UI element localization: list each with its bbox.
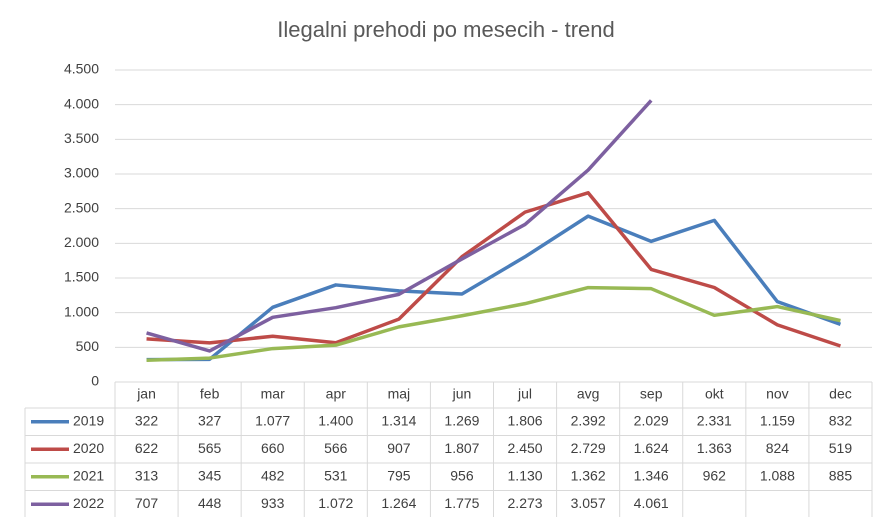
table-cell: 1.264	[381, 495, 416, 511]
x-tick-label: maj	[388, 386, 411, 402]
table-cell: 1.400	[318, 412, 353, 428]
x-tick-label: okt	[705, 386, 724, 402]
table-cell: 519	[829, 440, 853, 456]
table-cell: 1.807	[444, 440, 479, 456]
table-cell: 824	[766, 440, 790, 456]
table-cell: 660	[261, 440, 285, 456]
table-cell: 1.775	[444, 495, 479, 511]
legend-label: 2022	[73, 495, 104, 511]
x-tick-label: sep	[640, 386, 663, 402]
table-cell: 2.450	[508, 440, 543, 456]
x-tick-label: jan	[136, 386, 156, 402]
x-tick-label: jun	[452, 386, 472, 402]
table-cell: 4.061	[634, 495, 669, 511]
table-cell: 707	[135, 495, 159, 511]
table-cell: 956	[450, 467, 474, 483]
table-cell: 448	[198, 495, 222, 511]
x-tick-label: feb	[200, 386, 220, 402]
table-cell: 1.269	[444, 412, 479, 428]
y-tick-label: 0	[91, 373, 99, 389]
series-line	[146, 214, 842, 362]
legend-label: 2021	[73, 467, 104, 483]
x-tick-label: nov	[766, 386, 789, 402]
table-cell: 566	[324, 440, 348, 456]
table-cell: 1.624	[634, 440, 669, 456]
table-cell: 1.088	[760, 467, 795, 483]
table-cell: 1.314	[381, 412, 416, 428]
series-line	[146, 191, 842, 348]
table-cell: 1.077	[255, 412, 290, 428]
table-cell: 313	[135, 467, 159, 483]
y-tick-label: 1.000	[64, 303, 99, 319]
y-tick-label: 4.000	[64, 95, 99, 111]
table-cell: 2.029	[634, 412, 669, 428]
table-cell: 1.806	[508, 412, 543, 428]
series-line	[146, 99, 653, 353]
y-tick-label: 500	[76, 338, 100, 354]
table-cell: 832	[829, 412, 853, 428]
table-cell: 2.273	[508, 495, 543, 511]
x-tick-label: apr	[326, 386, 347, 402]
y-tick-label: 3.000	[64, 165, 99, 181]
table-cell: 327	[198, 412, 222, 428]
table-cell: 795	[387, 467, 411, 483]
x-tick-label: dec	[829, 386, 852, 402]
table-cell: 531	[324, 467, 348, 483]
table-cell: 565	[198, 440, 222, 456]
table-cell: 1.346	[634, 467, 669, 483]
table-cell: 622	[135, 440, 159, 456]
table-cell: 322	[135, 412, 159, 428]
table-cell: 885	[829, 467, 853, 483]
table-cell: 933	[261, 495, 285, 511]
table-cell: 2.729	[571, 440, 606, 456]
x-tick-label: avg	[577, 386, 600, 402]
y-tick-label: 3.500	[64, 130, 99, 146]
legend-label: 2019	[73, 412, 104, 428]
table-cell: 1.159	[760, 412, 795, 428]
y-tick-label: 4.500	[64, 61, 99, 77]
table-cell: 962	[703, 467, 727, 483]
y-tick-label: 2.500	[64, 199, 99, 215]
table-cell: 3.057	[571, 495, 606, 511]
table-cell: 1.072	[318, 495, 353, 511]
table-cell: 1.362	[571, 467, 606, 483]
y-tick-label: 2.000	[64, 234, 99, 250]
table-cell: 2.392	[571, 412, 606, 428]
x-tick-label: jul	[517, 386, 532, 402]
legend-label: 2020	[73, 440, 104, 456]
table-cell: 345	[198, 467, 222, 483]
table-cell: 1.130	[508, 467, 543, 483]
table-cell: 1.363	[697, 440, 732, 456]
table-cell: 482	[261, 467, 285, 483]
series-line	[146, 285, 841, 363]
y-tick-label: 1.500	[64, 269, 99, 285]
x-tick-label: mar	[261, 386, 285, 402]
table-cell: 2.331	[697, 412, 732, 428]
chart-title: Ilegalni prehodi po mesecih - trend	[277, 17, 615, 42]
table-cell: 907	[387, 440, 411, 456]
